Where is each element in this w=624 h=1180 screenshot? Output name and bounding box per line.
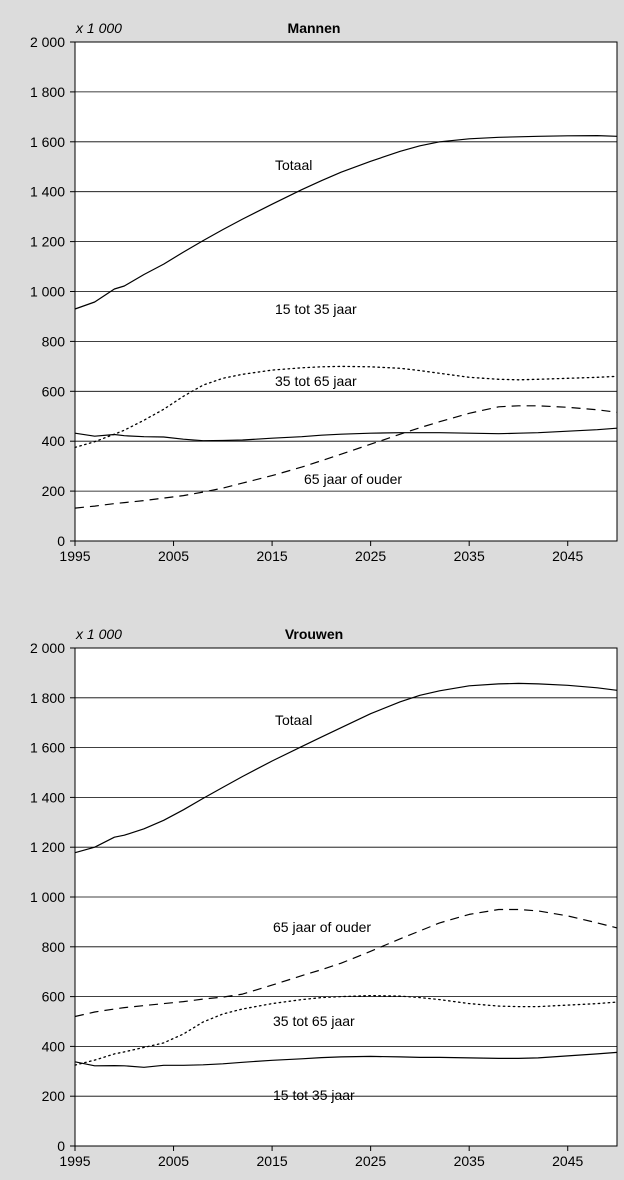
y-tick-label: 0 <box>57 1138 65 1154</box>
y-tick-label: 2 000 <box>30 34 65 50</box>
y-tick-label: 200 <box>42 1088 66 1104</box>
series-line-15-tot-35-jaar <box>74 1051 618 1068</box>
y-tick-label: 1 000 <box>30 284 65 300</box>
x-tick-label: 2005 <box>158 548 189 564</box>
y-tick-label: 1 800 <box>30 690 65 706</box>
x-tick-label: 1995 <box>59 548 90 564</box>
y-tick-label: 1 000 <box>30 889 65 905</box>
series-label: Totaal <box>275 712 312 728</box>
series-line-totaal <box>74 135 618 310</box>
unit-label: x 1 000 <box>75 20 122 36</box>
chart-panel-mannen: 0 200 400 600 800 1 000 1 200 1 400 1 600 1 800 2 … <box>30 20 618 564</box>
panel-title: Vrouwen <box>285 626 343 642</box>
grid-lines <box>75 697 617 1097</box>
y-tick-label: 1 400 <box>30 789 65 805</box>
series-label: Totaal <box>275 157 312 173</box>
x-tick-label: 2035 <box>454 548 485 564</box>
series-lines <box>74 135 618 509</box>
series-line-15-tot-35-jaar <box>74 427 618 442</box>
unit-label: x 1 000 <box>75 626 122 642</box>
chart-panel-vrouwen: 0 200 400 600 800 1 000 1 200 1 400 1 600 1 800 2 … <box>30 626 618 1169</box>
series-label: 35 tot 65 jaar <box>273 1013 355 1029</box>
series-label: 35 tot 65 jaar <box>275 373 357 389</box>
x-tick-label: 2035 <box>454 1153 485 1169</box>
series-labels: Totaal 65 jaar of ouder 35 tot 65 jaar 15 t… <box>273 712 371 1103</box>
y-tick-label: 800 <box>42 939 66 955</box>
y-tick-label: 200 <box>42 483 66 499</box>
x-axis: 1995 2005 2015 2025 2035 2045 <box>59 1146 584 1169</box>
x-tick-label: 2025 <box>355 548 386 564</box>
grid-lines <box>75 91 617 492</box>
x-axis: 1995 2005 2015 2025 2035 2045 <box>59 541 584 564</box>
y-tick-label: 1 800 <box>30 84 65 100</box>
y-axis: 0 200 400 600 800 1 000 1 200 1 400 1 600 1 800 2 … <box>30 34 75 549</box>
y-tick-label: 400 <box>42 433 66 449</box>
y-tick-label: 1 200 <box>30 839 65 855</box>
y-tick-label: 1 600 <box>30 740 65 756</box>
series-line-35-tot-65-jaar <box>74 994 618 1066</box>
y-tick-label: 800 <box>42 333 66 349</box>
y-tick-label: 1 600 <box>30 134 65 150</box>
x-tick-label: 2015 <box>257 548 288 564</box>
x-tick-label: 2045 <box>552 548 583 564</box>
y-tick-label: 2 000 <box>30 640 65 656</box>
series-line-35-tot-65-jaar <box>74 365 618 449</box>
x-tick-label: 2045 <box>552 1153 583 1169</box>
series-line-totaal <box>74 682 618 854</box>
y-tick-label: 0 <box>57 533 65 549</box>
series-labels: Totaal 35 tot 65 jaar 15 tot 35 jaar 65 jaa… <box>275 157 402 487</box>
panel-title: Mannen <box>288 20 341 36</box>
x-tick-label: 2015 <box>257 1153 288 1169</box>
series-lines <box>74 682 618 1068</box>
y-tick-label: 600 <box>42 383 66 399</box>
y-axis: 0 200 400 600 800 1 000 1 200 1 400 1 600 1 800 2 … <box>30 640 75 1154</box>
y-tick-label: 1 200 <box>30 234 65 250</box>
y-tick-label: 1 400 <box>30 184 65 200</box>
series-label: 15 tot 35 jaar <box>273 1087 355 1103</box>
y-tick-label: 600 <box>42 989 66 1005</box>
x-tick-label: 1995 <box>59 1153 90 1169</box>
x-tick-label: 2005 <box>158 1153 189 1169</box>
x-tick-label: 2025 <box>355 1153 386 1169</box>
series-label: 15 tot 35 jaar <box>275 301 357 317</box>
series-line-65-jaar-of-ouder <box>74 405 618 509</box>
y-tick-label: 400 <box>42 1038 66 1054</box>
series-label: 65 jaar of ouder <box>273 919 371 935</box>
series-label: 65 jaar of ouder <box>304 471 402 487</box>
